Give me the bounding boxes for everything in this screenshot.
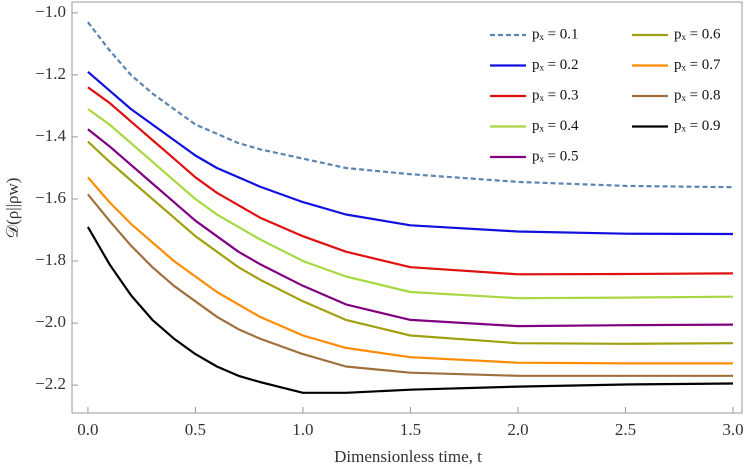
x-tick-label: 0.5 [185, 420, 206, 439]
series-line [87, 193, 733, 377]
legend-label: pₓ = 0.4 [532, 118, 579, 134]
series-line [87, 108, 734, 300]
y-tick-label: −1.8 [35, 250, 66, 269]
y-tick-label: −2.0 [35, 312, 66, 331]
x-tick-label: 2.0 [507, 420, 528, 439]
x-axis-label: Dimensionless time, t [334, 447, 482, 466]
series-line [87, 128, 734, 328]
legend-label: pₓ = 0.2 [532, 57, 579, 73]
series-line [87, 176, 733, 365]
legend-label: pₓ = 0.9 [674, 118, 721, 134]
plot-frame [71, 1, 743, 414]
y-tick-label: −1.4 [35, 126, 66, 145]
x-tick-label: 2.5 [615, 420, 636, 439]
legend-label: pₓ = 0.8 [674, 87, 721, 103]
x-tick-label: 0.0 [77, 420, 98, 439]
x-tick-label: 1.5 [400, 420, 421, 439]
series-line [87, 140, 734, 345]
legend-label: pₓ = 0.3 [532, 87, 579, 103]
series-line [86, 226, 734, 394]
series-line [87, 21, 734, 189]
x-tick-label: 3.0 [722, 420, 743, 439]
y-tick-label: −1.0 [35, 2, 66, 21]
y-tick-label: −1.6 [35, 188, 66, 207]
legend-label: pₓ = 0.1 [532, 26, 579, 42]
y-tick-label: −2.2 [35, 374, 66, 393]
x-tick-label: 1.0 [292, 420, 313, 439]
series-line [87, 86, 734, 276]
y-tick-label: −1.2 [35, 64, 66, 83]
series-line [87, 70, 734, 236]
legend-label: pₓ = 0.7 [674, 57, 721, 73]
legend-label: pₓ = 0.6 [674, 26, 721, 42]
y-axis-label: 𝒟(ρ||ρw) [3, 178, 22, 239]
legend-label: pₓ = 0.5 [532, 148, 579, 164]
